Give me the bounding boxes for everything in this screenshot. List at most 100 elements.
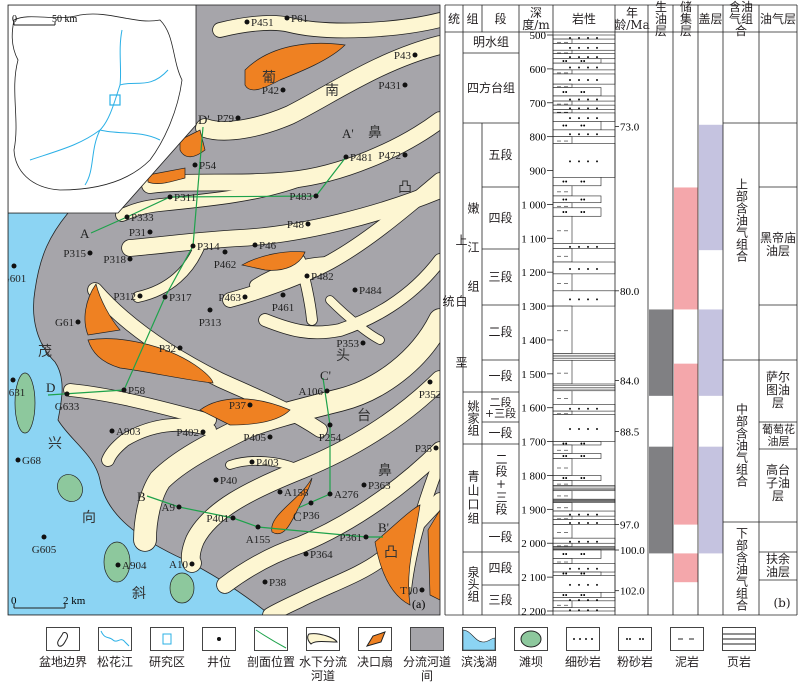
- well-location-icon[interactable]: [255, 524, 261, 530]
- well-location-icon[interactable]: [15, 457, 21, 463]
- well-location-icon[interactable]: [247, 402, 253, 408]
- well-location-icon[interactable]: [115, 562, 121, 568]
- well-location-icon[interactable]: [327, 491, 333, 497]
- legend-item-crevasse-splay: 决口扇: [349, 627, 401, 669]
- well-location-icon[interactable]: [75, 319, 81, 325]
- legend-label: 研究区: [148, 655, 185, 669]
- place-name: 向: [82, 510, 96, 526]
- well-location-icon[interactable]: [267, 434, 273, 440]
- well-location-icon[interactable]: [284, 15, 290, 21]
- well-location-icon[interactable]: [11, 263, 17, 269]
- well-location-icon[interactable]: [305, 221, 311, 227]
- legend-label: 井位: [206, 655, 231, 669]
- member: 四段: [488, 561, 513, 575]
- well-location-icon[interactable]: [137, 293, 143, 299]
- well-label: P43: [394, 50, 412, 62]
- well-location-icon[interactable]: [433, 445, 439, 451]
- well-location-icon[interactable]: [162, 294, 168, 300]
- well-location-icon[interactable]: [244, 19, 250, 25]
- svg-text:••: ••: [580, 570, 586, 579]
- well-location-icon[interactable]: [249, 459, 255, 465]
- well-location-icon[interactable]: [230, 515, 236, 521]
- well-location-icon[interactable]: [124, 214, 130, 220]
- lithology-sand: [552, 43, 616, 51]
- well-location-icon[interactable]: [313, 193, 319, 199]
- well-location-icon[interactable]: [280, 292, 286, 298]
- well-location-icon[interactable]: [127, 256, 133, 262]
- series-label: 上白垩统: [441, 233, 468, 417]
- well-location-icon[interactable]: [343, 154, 349, 160]
- lithology-mud: [552, 248, 573, 263]
- depth-tick-label: 900: [530, 166, 547, 178]
- well-location-icon[interactable]: [303, 551, 309, 557]
- well-location-icon[interactable]: [304, 273, 310, 279]
- lithology-mud: [552, 410, 573, 415]
- well-location-icon[interactable]: [252, 242, 258, 248]
- well-location-icon[interactable]: [412, 52, 418, 58]
- legend-label: 滨浅湖: [460, 655, 497, 669]
- well-label: P37: [229, 400, 247, 412]
- well-location-icon[interactable]: [427, 379, 433, 385]
- well-location-icon[interactable]: [64, 391, 70, 397]
- member: 三段: [488, 592, 513, 607]
- svg-text:••: ••: [580, 591, 586, 600]
- legend-item-fine-sandstone: 细砂岩: [557, 627, 609, 669]
- well-location-icon[interactable]: [361, 482, 367, 488]
- well-location-icon[interactable]: [200, 429, 206, 435]
- section-endpoint-label: A: [80, 226, 90, 241]
- lithology-sand: [552, 414, 616, 442]
- well-label: P318: [103, 254, 126, 266]
- well-location-icon[interactable]: [167, 194, 173, 200]
- well-label: P364: [310, 549, 333, 561]
- well-location-icon[interactable]: [277, 489, 283, 495]
- formation-sifangtai: 四方台组: [466, 80, 515, 95]
- crevasse-splay: [241, 251, 306, 271]
- well-location-icon[interactable]: [147, 229, 153, 235]
- header-lithology: 岩性: [571, 11, 596, 26]
- well-location-icon[interactable]: [352, 287, 358, 293]
- well-label: A158: [284, 487, 309, 499]
- lithology-sand: [552, 34, 616, 40]
- well-location-icon[interactable]: [242, 294, 248, 300]
- well-location-icon[interactable]: [176, 504, 182, 510]
- well-location-icon[interactable]: [235, 115, 241, 121]
- well-location-icon[interactable]: [280, 87, 286, 93]
- svg-text:••: ••: [562, 122, 568, 131]
- depth-tick-label: 800: [530, 132, 547, 144]
- well-location-icon[interactable]: [109, 428, 115, 434]
- svg-text:••: ••: [562, 195, 568, 204]
- assemblage-middle: 中部含油气组合: [734, 403, 749, 487]
- well-location-icon[interactable]: [177, 345, 183, 351]
- well-location-icon[interactable]: [189, 561, 195, 567]
- lithology-sand: [552, 104, 616, 110]
- well-location-icon[interactable]: [360, 340, 366, 346]
- well-label: P317: [169, 292, 192, 304]
- well-location-icon[interactable]: [419, 587, 425, 593]
- well-location-icon[interactable]: [327, 422, 333, 428]
- lithology-shale: [552, 485, 616, 492]
- well-location-icon[interactable]: [190, 243, 196, 249]
- depth-tick-label: 1 800: [521, 470, 546, 482]
- well-location-icon[interactable]: [262, 579, 268, 585]
- well-location-icon[interactable]: [10, 377, 16, 383]
- well-location-icon[interactable]: [213, 477, 219, 483]
- well-location-icon[interactable]: [308, 500, 314, 506]
- well-location-icon[interactable]: [363, 534, 369, 540]
- well-location-icon[interactable]: [207, 307, 213, 313]
- well-location-icon[interactable]: [402, 152, 408, 158]
- well-location-icon[interactable]: [402, 82, 408, 88]
- well-location-icon[interactable]: [87, 250, 93, 256]
- svg-text:••: ••: [580, 550, 586, 559]
- lithology-sand: [552, 243, 616, 249]
- well-location-icon[interactable]: [324, 388, 330, 394]
- age-label: 100.0: [620, 545, 645, 557]
- well-location-icon[interactable]: [222, 249, 228, 255]
- well-location-icon[interactable]: [41, 534, 47, 540]
- well-location-icon[interactable]: [192, 162, 198, 168]
- depth-tick-label: 700: [530, 98, 547, 110]
- legend-label: 决口扇: [356, 655, 393, 669]
- well-label: P54: [199, 160, 217, 172]
- svg-text:••: ••: [562, 57, 568, 66]
- well-location-icon[interactable]: [121, 387, 127, 393]
- underwater-distributary-channel: [226, 456, 304, 474]
